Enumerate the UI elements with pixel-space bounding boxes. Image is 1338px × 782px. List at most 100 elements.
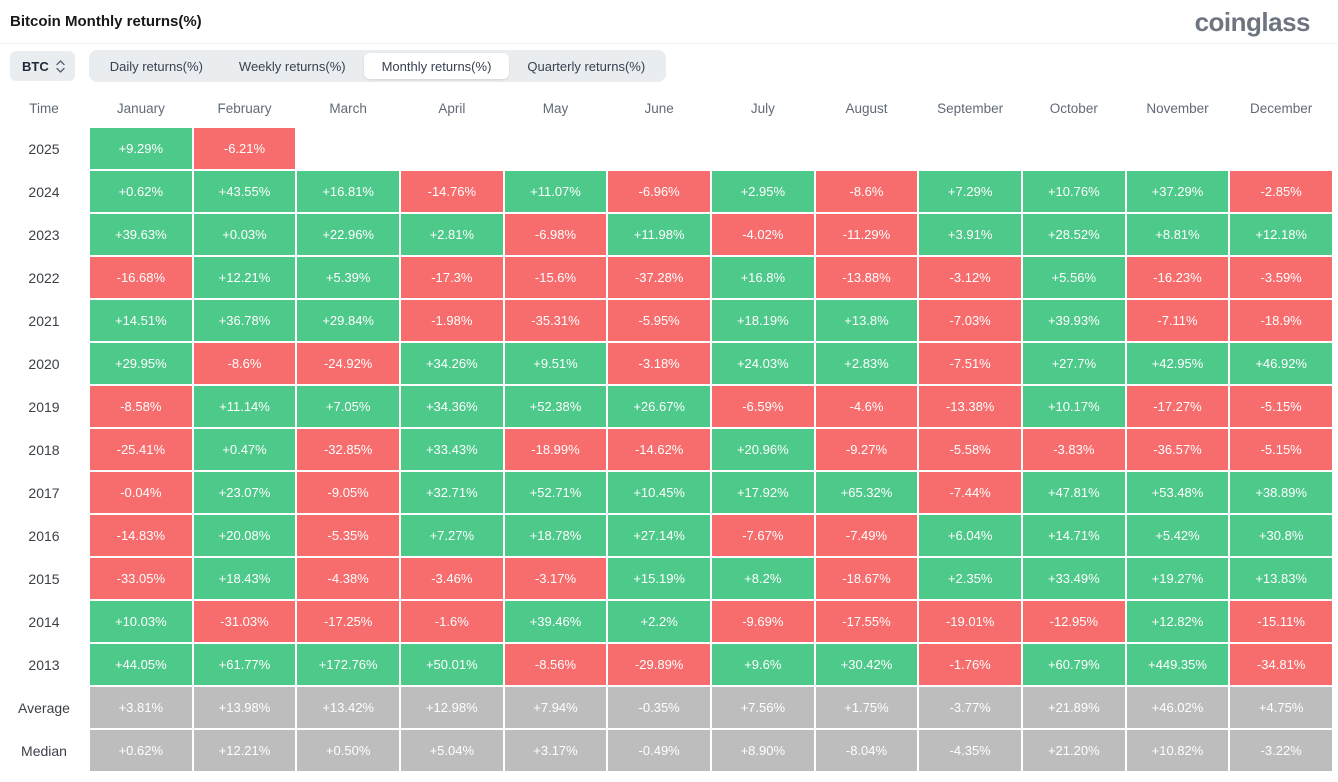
tab-daily-returns[interactable]: Daily returns(%) — [109, 58, 203, 74]
return-cell: +27.7% — [1022, 343, 1125, 384]
return-cell: -17.25% — [297, 601, 399, 642]
return-cell: -15.6% — [504, 257, 607, 298]
monthly-returns-table: Time January February March April May June July… — [0, 88, 1338, 771]
return-cell: -9.05% — [297, 472, 399, 513]
return-cell: +37.29% — [1126, 171, 1229, 212]
return-cell — [297, 128, 399, 169]
return-cell: -5.15% — [1230, 386, 1332, 427]
table-body: 2025 +9.29% -6.21% 2024 +0.62% +43.55% +16.81%… — [0, 128, 1332, 771]
return-cell: -14.62% — [608, 429, 710, 470]
return-cell: -14.83% — [90, 515, 192, 556]
return-cell: -16.23% — [1126, 257, 1229, 298]
return-cell: +19.27% — [1126, 558, 1229, 599]
return-cell: -37.28% — [608, 257, 710, 298]
return-cell: +11.07% — [504, 171, 607, 212]
chevron-updown-icon — [56, 59, 65, 73]
return-cell: -7.11% — [1126, 300, 1229, 341]
return-cell — [712, 128, 814, 169]
return-cell: +52.38% — [504, 386, 607, 427]
return-cell: -19.01% — [919, 601, 1021, 642]
return-cell: +18.78% — [504, 515, 607, 556]
column-header-month: July — [750, 100, 775, 116]
return-cell: +11.98% — [608, 214, 710, 255]
column-header-month: December — [1250, 100, 1313, 116]
return-cell: +43.55% — [193, 171, 296, 212]
return-cell: +9.29% — [90, 128, 192, 169]
return-cell — [401, 128, 503, 169]
return-cell: -7.44% — [919, 472, 1021, 513]
return-cell: +6.04% — [919, 515, 1021, 556]
return-cell: +26.67% — [608, 386, 710, 427]
toolbar: BTC Daily returns(%) Weekly returns(%) M… — [0, 44, 1338, 88]
return-cell: +22.96% — [297, 214, 399, 255]
return-cell: +15.19% — [608, 558, 710, 599]
return-cell: +12.98% — [400, 687, 503, 728]
return-cell: -9.69% — [711, 601, 814, 642]
return-cell: +34.26% — [400, 343, 503, 384]
table-row: 2019 -8.58% +11.14% +7.05% +34.36% +52.38% +26… — [0, 386, 1332, 427]
return-cell: +39.63% — [90, 214, 192, 255]
return-cell: -3.22% — [1230, 730, 1332, 771]
return-cell: +23.07% — [193, 472, 296, 513]
return-cell: +13.98% — [193, 687, 296, 728]
tab-quarterly-returns[interactable]: Quarterly returns(%) — [527, 58, 646, 74]
return-cell: -11.29% — [815, 214, 918, 255]
return-cell: +13.42% — [297, 687, 399, 728]
tab-weekly-returns[interactable]: Weekly returns(%) — [238, 58, 346, 74]
return-cell: -2.85% — [1230, 171, 1332, 212]
return-cell — [919, 128, 1021, 169]
return-cell: +5.56% — [1022, 257, 1125, 298]
row-time-label: 2016 — [28, 527, 60, 544]
return-cell: +14.71% — [1022, 515, 1125, 556]
return-cell: +0.03% — [193, 214, 296, 255]
return-cell — [1230, 128, 1332, 169]
return-cell: -6.98% — [504, 214, 607, 255]
return-cell: -3.18% — [608, 343, 710, 384]
row-time-label: 2014 — [28, 613, 60, 630]
return-cell: +36.78% — [193, 300, 296, 341]
return-cell: +20.08% — [193, 515, 296, 556]
table-row: 2020 +29.95% -8.6% -24.92% +34.26% +9.51% -3.1… — [0, 343, 1332, 384]
return-cell: -6.21% — [193, 128, 296, 169]
return-cell: -29.89% — [608, 644, 710, 685]
return-cell: +10.82% — [1126, 730, 1229, 771]
table-row: 2025 +9.29% -6.21% — [0, 128, 1332, 169]
return-cell: -1.76% — [919, 644, 1021, 685]
return-cell: +32.71% — [400, 472, 503, 513]
coinglass-logo[interactable]: coinglass — [1194, 6, 1311, 37]
return-cell: -12.95% — [1022, 601, 1125, 642]
column-header-month: May — [542, 100, 569, 116]
return-cell: -5.15% — [1230, 429, 1332, 470]
return-cell: -15.11% — [1230, 601, 1332, 642]
return-cell — [505, 128, 607, 169]
return-cell: +60.79% — [1022, 644, 1125, 685]
return-cell: -8.56% — [504, 644, 607, 685]
table-row: 2015 -33.05% +18.43% -4.38% -3.46% -3.17% +15.… — [0, 558, 1332, 599]
return-cell: -1.6% — [400, 601, 503, 642]
return-cell — [608, 128, 710, 169]
return-cell: +2.95% — [711, 171, 814, 212]
return-cell: -7.49% — [815, 515, 918, 556]
return-cell: +61.77% — [193, 644, 296, 685]
return-cell: -8.6% — [193, 343, 296, 384]
return-cell: +39.46% — [504, 601, 607, 642]
table-row: 2024 +0.62% +43.55% +16.81% -14.76% +11.07% -6… — [0, 171, 1332, 212]
return-cell: +21.20% — [1022, 730, 1125, 771]
return-cell: +18.43% — [193, 558, 296, 599]
return-cell: +30.42% — [815, 644, 918, 685]
coin-selector[interactable]: BTC — [10, 51, 75, 81]
column-header-month: April — [438, 100, 466, 116]
row-time-label: 2017 — [28, 484, 60, 501]
table-row: 2016 -14.83% +20.08% -5.35% +7.27% +18.78% +27… — [0, 515, 1332, 556]
return-cell: +10.45% — [608, 472, 710, 513]
row-time-label: 2025 — [28, 140, 60, 157]
return-cell: -8.04% — [815, 730, 918, 771]
return-cell: +12.21% — [193, 730, 296, 771]
row-time-label: 2018 — [28, 441, 60, 458]
return-cell: -13.88% — [815, 257, 918, 298]
tab-monthly-returns[interactable]: Monthly returns(%) — [363, 53, 510, 79]
return-cell: +3.91% — [919, 214, 1021, 255]
return-cell: +46.92% — [1230, 343, 1332, 384]
return-cell: +4.75% — [1230, 687, 1332, 728]
column-header-month: January — [116, 100, 165, 116]
